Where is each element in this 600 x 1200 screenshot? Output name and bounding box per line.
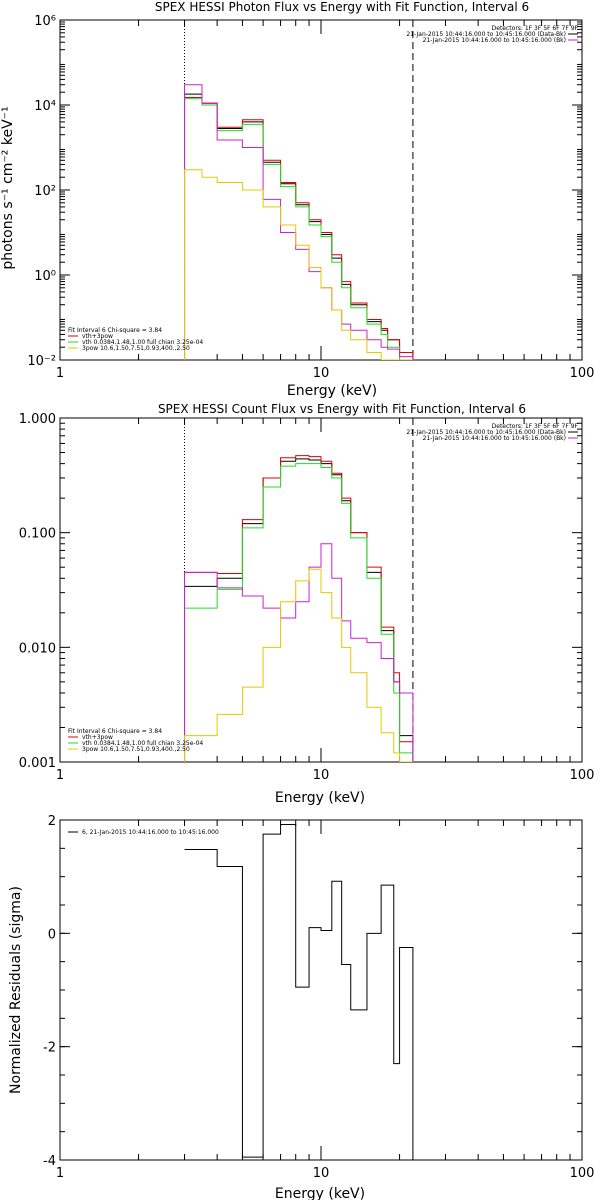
x-tick-label: 1	[56, 768, 64, 783]
y-tick-label: -2	[43, 1041, 56, 1056]
series-line-black	[184, 458, 414, 762]
y-tick-label: 0.100	[19, 527, 56, 542]
photon-legend-right: Detectors: 1F 3F 5F 6F 7F 9F21-Jan-2015 …	[406, 25, 578, 44]
legend-left-entry: vth+3pow	[82, 734, 113, 741]
residuals-x-axis-title: Energy (keV)	[275, 1186, 365, 1200]
y-tick-label: 0.001	[19, 756, 56, 771]
residuals-legend: 6, 21-Jan-2015 10:44:16.000 to 10:45:16.…	[68, 829, 219, 836]
y-tick-label: 2	[48, 814, 56, 829]
legend-left-entry: Fit Interval 6 Chi-square = 3.84	[68, 728, 162, 735]
series-line-magenta	[184, 543, 414, 762]
legend-right-entry: 21-Jan-2015 10:44:16.000 to 10:45:16.000…	[423, 37, 566, 44]
x-tick-label: 10	[313, 1166, 330, 1181]
count-legend-left: Fit Interval 6 Chi-square = 3.84vth+3pow…	[68, 728, 203, 753]
y-tick-label: 0.010	[19, 641, 56, 656]
legend-left-entry: 3pow 10.6,1.50,7.51,0.93,400.,2.50	[82, 746, 190, 753]
photon-panel-title: SPEX HESSI Photon Flux vs Energy with Fi…	[155, 0, 529, 14]
photon-tick-labels: 1 10 100 10⁻² 10⁰ 10² 10⁴ 10⁶	[27, 14, 594, 381]
y-tick-label: 10⁴	[34, 99, 56, 114]
y-tick-label: 10²	[34, 184, 56, 199]
x-tick-label: 1	[56, 1166, 64, 1181]
count-plot-area	[59, 417, 583, 763]
y-tick-label: -4	[43, 1154, 56, 1169]
photon-x-axis-title: Energy (keV)	[287, 383, 377, 399]
legend-right-entry: 21-Jan-2015 10:44:16.000 to 10:45:16.000…	[406, 429, 566, 436]
photon-plot-area	[59, 19, 583, 361]
series-line-black	[184, 824, 414, 1160]
y-tick-label: 10⁻²	[27, 354, 56, 369]
x-tick-label: 100	[570, 366, 595, 381]
residuals-panel: Energy (keV) Normalized Residuals (sigma…	[8, 814, 594, 1200]
residuals-plot-area	[59, 819, 583, 1161]
legend-left-entry: vth 0.0384,1.48,1.00 full chian 3.25e-04	[82, 339, 203, 346]
series-line-red	[184, 455, 414, 762]
photon-legend-left: Fit Interval 6 Chi-square = 3.84vth+3pow…	[68, 327, 203, 352]
residuals-y-axis-title: Normalized Residuals (sigma)	[8, 886, 24, 1094]
legend-right-entry: Detectors: 1F 3F 5F 6F 7F 9F	[492, 25, 579, 32]
series-group	[184, 84, 414, 360]
residuals-tick-labels: 1 10 100 -4 -2 0 2	[43, 814, 594, 1181]
photon-y-axis-title: photons s⁻¹ cm⁻² keV⁻¹	[0, 106, 16, 269]
legend-left-entry: Fit Interval 6 Chi-square = 3.84	[68, 327, 162, 334]
count-x-axis-title: Energy (keV)	[275, 790, 365, 806]
y-tick-label: 10⁶	[34, 14, 56, 29]
count-legend-right: Detectors: 1F 3F 5F 6F 7F 9F21-Jan-2015 …	[406, 423, 578, 442]
legend-right-entry: 21-Jan-2015 10:44:16.000 to 10:45:16.000…	[406, 31, 566, 38]
series-group	[184, 824, 414, 1160]
legend-left-entry: 6, 21-Jan-2015 10:44:16.000 to 10:45:16.…	[82, 829, 219, 836]
x-tick-label: 10	[313, 366, 330, 381]
x-tick-label: 1	[56, 366, 64, 381]
legend-left-entry: vth 0.0384,1.48,1.00 full chian 3.25e-04	[82, 740, 203, 747]
count-panel-title: SPEX HESSI Count Flux vs Energy with Fit…	[158, 402, 526, 416]
y-tick-label: 1.000	[19, 412, 56, 427]
legend-right-entry: Detectors: 1F 3F 5F 6F 7F 9F	[492, 423, 579, 430]
legend-right-entry: 21-Jan-2015 10:44:16.000 to 10:45:16.000…	[423, 435, 566, 442]
series-group	[184, 455, 414, 762]
x-tick-label: 100	[570, 768, 595, 783]
legend-left-entry: vth+3pow	[82, 333, 113, 340]
count-flux-panel: SPEX HESSI Count Flux vs Energy with Fit…	[19, 402, 595, 806]
photon-flux-panel: SPEX HESSI Photon Flux vs Energy with Fi…	[0, 0, 594, 399]
y-tick-label: 10⁰	[34, 269, 56, 284]
series-line-yellow	[184, 568, 413, 762]
x-tick-label: 100	[570, 1166, 595, 1181]
series-line-green	[184, 98, 413, 360]
series-line-green	[184, 463, 414, 762]
x-tick-label: 10	[313, 768, 330, 783]
series-line-yellow	[184, 169, 413, 360]
legend-left-entry: 3pow 10.6,1.50,7.51,0.93,400.,2.50	[82, 345, 190, 352]
y-tick-label: 0	[48, 927, 56, 942]
count-tick-labels: 1 10 100 0.001 0.010 0.100 1.000	[19, 412, 595, 783]
